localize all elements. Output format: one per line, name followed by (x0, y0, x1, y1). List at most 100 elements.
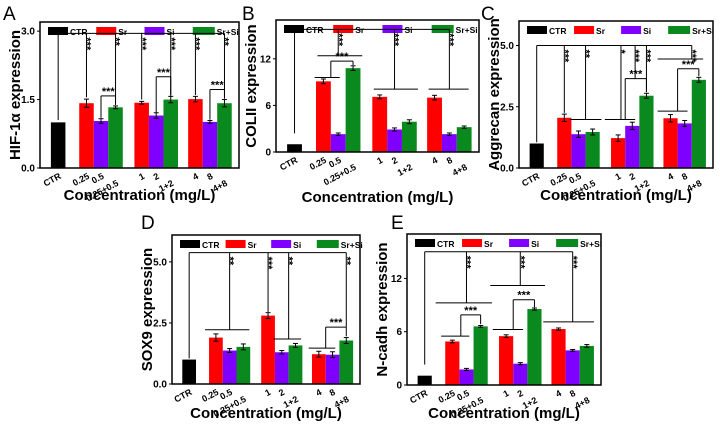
bar-ctr-0 (50, 122, 66, 168)
legend-swatch-sr (225, 240, 246, 248)
significance-label: ** (219, 37, 231, 46)
legend-swatch-sr-si (556, 239, 579, 247)
bracket-label: *** (336, 51, 350, 63)
bar-si-2 (222, 350, 237, 384)
bracket-label: *** (682, 59, 696, 71)
legend-label: Si (531, 239, 539, 249)
y-tick-label: 0 (396, 381, 402, 392)
plot-frame (171, 234, 361, 385)
x-tick-label: 8 (680, 171, 689, 182)
legend-swatch-sr (462, 239, 483, 247)
x-tick-label: 1+2 (396, 162, 414, 178)
legend-swatch-ctr (415, 239, 435, 247)
y-tick-label: 6 (396, 327, 402, 338)
legend-label: Sr (484, 239, 494, 249)
bar-sr-si-6 (288, 345, 303, 384)
x-tick-label: CTR (172, 387, 193, 405)
bar-sr-1 (316, 81, 331, 152)
legend-label: Sr+Si (692, 26, 714, 36)
bar-si-8 (677, 123, 692, 168)
x-tick-label: 1 (501, 388, 510, 399)
bar-si-5 (274, 352, 289, 384)
y-tick-label: 6 (265, 101, 271, 112)
legend-swatch-sr (574, 26, 595, 34)
y-axis-label: N-cadh expression (374, 242, 391, 376)
y-axis-label: HIF-1α expression (7, 30, 24, 160)
bar-sr-4 (134, 102, 149, 168)
x-tick-label: CTR (408, 388, 429, 406)
x-tick-label: 1 (137, 171, 146, 182)
x-tick-label: 4 (666, 171, 675, 182)
bar-sr-si-6 (401, 121, 417, 152)
x-tick-label: 4 (554, 388, 563, 399)
x-tick-label: 1 (375, 155, 384, 166)
x-tick-label: 0.25+0.5 (322, 162, 358, 187)
legend-label: Si (404, 25, 412, 35)
panel-letter: C (481, 4, 495, 25)
plot-frame (518, 20, 714, 169)
x-tick-label: 2 (516, 388, 525, 399)
significance-label: *** (629, 50, 641, 64)
significance-label: * (615, 50, 627, 55)
legend-label: Sr (248, 240, 258, 250)
panel-letter: B (242, 4, 255, 25)
x-tick-label: 4 (314, 387, 323, 398)
significance-label: *** (190, 37, 202, 51)
x-tick-label: 2 (277, 387, 286, 398)
significance-label: *** (262, 257, 274, 271)
significance-label: ** (580, 50, 592, 59)
bracket-label: *** (330, 317, 344, 329)
legend-label: Sr+Si (217, 27, 239, 37)
bar-sr-4 (611, 138, 626, 168)
significance-label: *** (686, 50, 698, 64)
significance-label: *** (567, 256, 579, 270)
x-tick-label: 0.25 (308, 155, 328, 172)
x-tick-label: 8 (205, 171, 214, 182)
y-tick-label: 1.5 (21, 95, 35, 106)
x-tick-label: 1 (263, 387, 272, 398)
x-tick-label: CTR (278, 155, 299, 173)
significance-label: *** (165, 37, 177, 51)
y-tick-label: 0.0 (21, 164, 35, 175)
x-tick-label: 0.25 (437, 388, 457, 405)
x-tick-label: 0.5 (327, 155, 343, 170)
legend-swatch-sr (96, 27, 117, 35)
y-tick-label: 0.0 (500, 164, 514, 175)
bar-sr-si-6 (527, 309, 542, 385)
legend-swatch-si (621, 26, 642, 34)
significance-label: *** (389, 33, 401, 47)
legend-swatch-sr-si (316, 240, 339, 248)
legend-swatch-si (271, 240, 292, 248)
legend-label: Sr (118, 27, 128, 37)
bar-sr-4 (261, 315, 275, 384)
x-tick-label: 8 (568, 388, 577, 399)
y-tick-label: 3.0 (21, 27, 35, 38)
bar-sr-si-9 (339, 340, 354, 384)
panel-letter: A (3, 4, 16, 25)
legend-label: Sr+Si (341, 240, 363, 250)
bar-si-2 (93, 121, 109, 168)
bar-si-8 (565, 350, 580, 385)
legend-swatch-ctr (180, 240, 200, 248)
y-tick-label: 5.0 (153, 257, 167, 268)
bar-sr-1 (445, 341, 460, 385)
significance-label: *** (136, 37, 148, 51)
legend-label: Si (643, 26, 651, 36)
y-axis-label: Aggrecan expression (486, 18, 503, 171)
bar-sr-si-9 (217, 103, 232, 168)
x-tick-label: 0.25 (200, 387, 220, 404)
x-axis-label: Concentration (mg/L) (64, 187, 216, 204)
bar-sr-si-3 (108, 107, 123, 168)
significance-label: ** (340, 257, 352, 266)
bracket-label: *** (464, 305, 478, 317)
y-tick-label: 0 (265, 148, 271, 159)
plot-frame (406, 233, 602, 386)
legend-swatch-ctr (284, 25, 304, 33)
x-tick-label: 0.25 (71, 171, 91, 188)
legend-label: CTR (437, 239, 454, 249)
bar-si-5 (513, 363, 528, 385)
bar-sr-si-9 (456, 127, 472, 152)
significance-label: *** (461, 256, 473, 270)
x-tick-label: CTR (520, 171, 541, 189)
